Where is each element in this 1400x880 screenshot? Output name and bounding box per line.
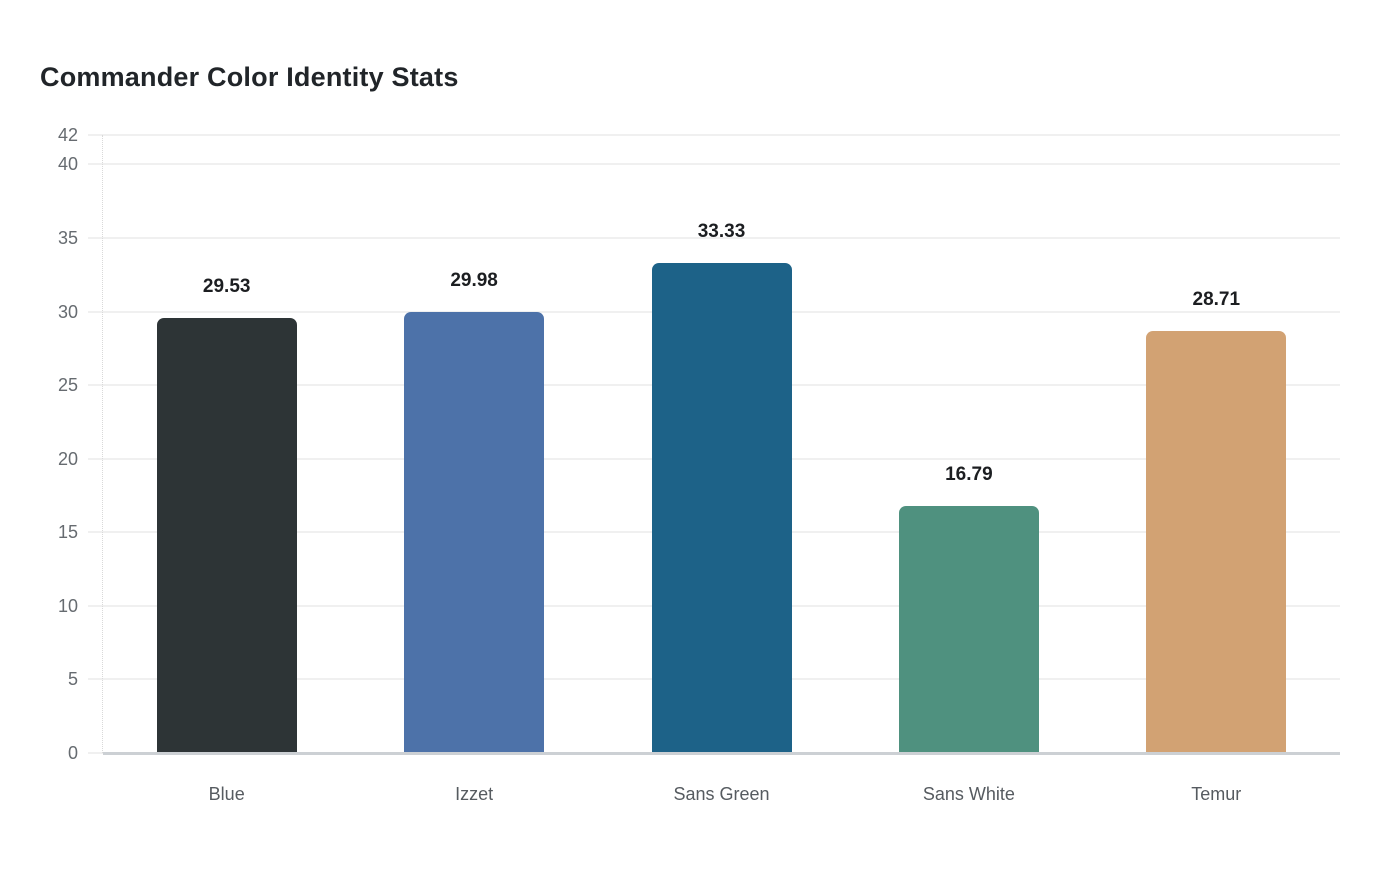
- bar-value-label: 29.98: [450, 269, 498, 291]
- y-axis-tick-label: 25: [57, 375, 78, 396]
- y-axis-tick-label: 10: [57, 595, 78, 616]
- y-axis-dotted-line: [102, 135, 103, 753]
- bar-value-label: 16.79: [945, 463, 993, 485]
- y-axis-tick-label: 15: [57, 522, 78, 543]
- bar-izzet[interactable]: [404, 311, 545, 753]
- bar-temur[interactable]: [1146, 330, 1287, 753]
- y-axis-tick-label: 40: [57, 154, 78, 175]
- y-axis-tick-label: 0: [67, 743, 78, 763]
- y-axis-tick-label: 5: [67, 669, 78, 690]
- x-axis-category-label: Sans Green: [673, 784, 770, 804]
- y-gridline: [88, 163, 1340, 166]
- bar-sans-green[interactable]: [651, 262, 792, 753]
- y-axis-tick-label: 30: [57, 301, 78, 322]
- x-axis-category-label: Blue: [208, 784, 245, 804]
- bar-value-label: 28.71: [1192, 288, 1241, 310]
- y-gridline: [88, 237, 1340, 239]
- y-axis-tick-label: 42: [57, 125, 78, 145]
- x-axis-category-label: Temur: [1191, 784, 1242, 804]
- y-axis-tick-label: 35: [57, 228, 78, 248]
- bar-blue[interactable]: [156, 318, 297, 753]
- bar-sans-white[interactable]: [898, 505, 1039, 753]
- chart-title: Commander Color Identity Stats: [40, 62, 459, 92]
- y-gridline: [88, 134, 1340, 136]
- bar-value-label: 29.53: [202, 276, 251, 298]
- y-axis-tick-label: 20: [57, 448, 78, 469]
- x-axis-category-label: Izzet: [455, 784, 494, 804]
- bar-value-label: 33.33: [697, 220, 746, 242]
- x-axis-line: [103, 752, 1340, 755]
- x-axis-category-label: Sans White: [922, 784, 1015, 804]
